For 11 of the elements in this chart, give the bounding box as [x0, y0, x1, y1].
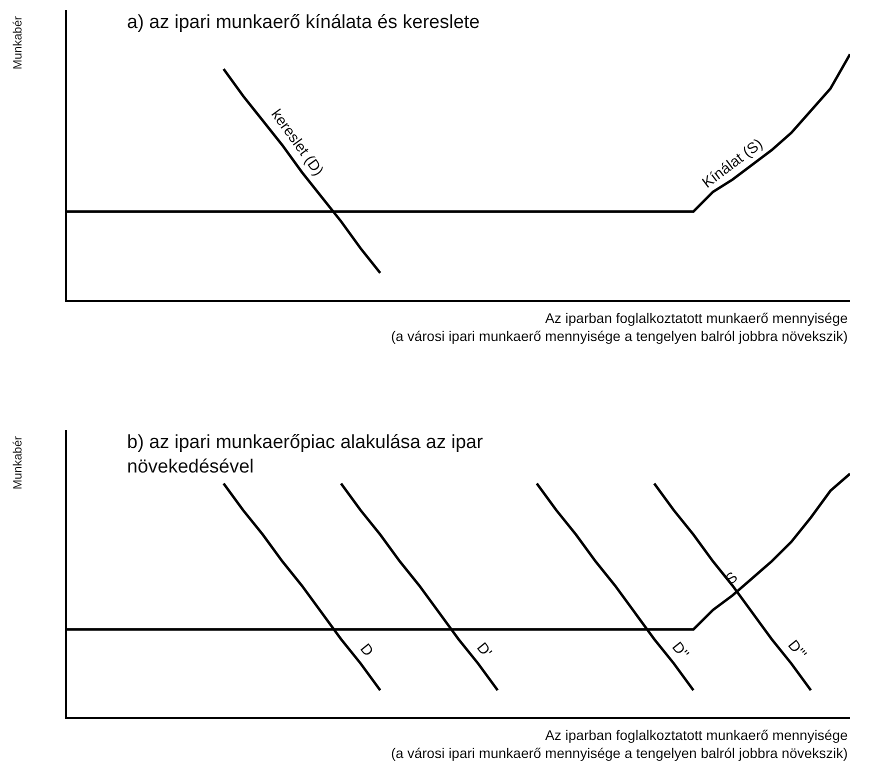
chart-title: a) az ipari munkaerő kínálata és kereslete — [127, 12, 480, 33]
text: D''' — [784, 636, 810, 663]
y-axis-title: Munkabér — [10, 16, 24, 70]
y-axis-title: Munkabér — [10, 436, 24, 490]
x-axis-title: Az iparban foglalkoztatott munkaerő mennyisége (a városi ipari munkaerő mennyisége a tengelyen balról jobbra növekszik) — [391, 310, 848, 344]
text: D — [356, 640, 377, 660]
text: S — [722, 568, 742, 588]
x-axis-title: Az iparban foglalkoztatott munkaerő mennyisége (a városi ipari munkaerő mennyisége a tengelyen balról jobbra növekszik) — [391, 727, 848, 762]
text: D'' — [668, 638, 692, 663]
text: D' — [473, 639, 495, 661]
chart-title: b) az ipari munkaerőpiac alakulása az ipar növekedésével — [127, 432, 484, 478]
